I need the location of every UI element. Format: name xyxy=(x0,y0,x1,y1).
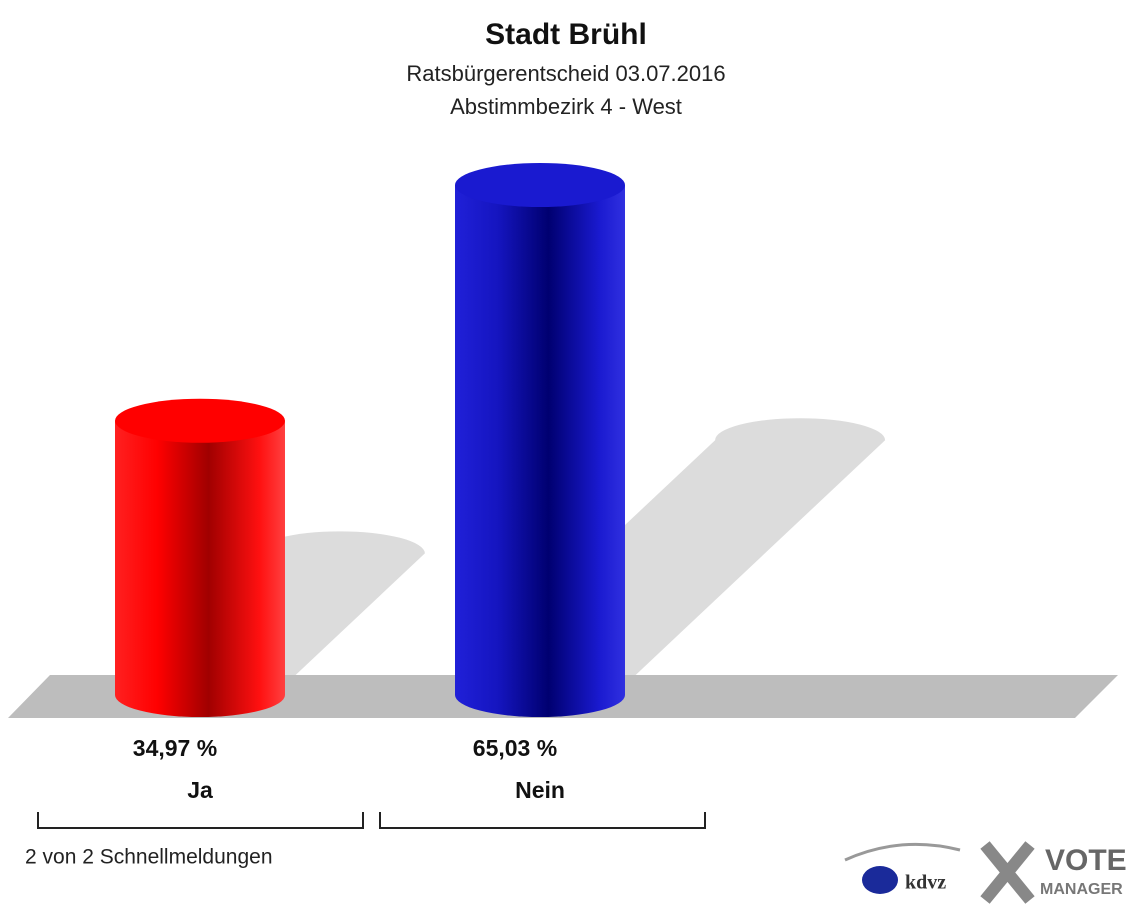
logo-swoosh xyxy=(844,842,961,862)
bars xyxy=(115,163,625,717)
bar xyxy=(455,163,625,717)
chart-subtitle: Ratsbürgerentscheid 03.07.2016 xyxy=(406,61,725,86)
chart-subtitle: Abstimmbezirk 4 - West xyxy=(450,94,682,119)
bar-body xyxy=(115,420,285,717)
logo-text: kdvz xyxy=(905,872,946,894)
category-label: Ja xyxy=(187,777,213,803)
logo-text: MANAGER xyxy=(1040,881,1123,898)
footer: 2 von 2 Schnellmeldungen xyxy=(25,846,273,869)
logo-x xyxy=(980,841,1035,904)
brackets xyxy=(37,812,706,829)
value-label: 65,03 % xyxy=(473,735,557,761)
bar-top xyxy=(455,163,625,207)
value-label: 34,97 % xyxy=(133,735,217,761)
chart-title: Stadt Brühl xyxy=(485,18,647,51)
logo-text: VOTE xyxy=(1045,844,1127,877)
logo-ball xyxy=(862,866,898,894)
logo: kdvz VOTE MANAGER xyxy=(844,841,1127,904)
bar xyxy=(115,398,285,717)
bar-body xyxy=(455,185,625,717)
bar-top xyxy=(115,398,285,443)
category-label: Nein xyxy=(515,777,565,803)
